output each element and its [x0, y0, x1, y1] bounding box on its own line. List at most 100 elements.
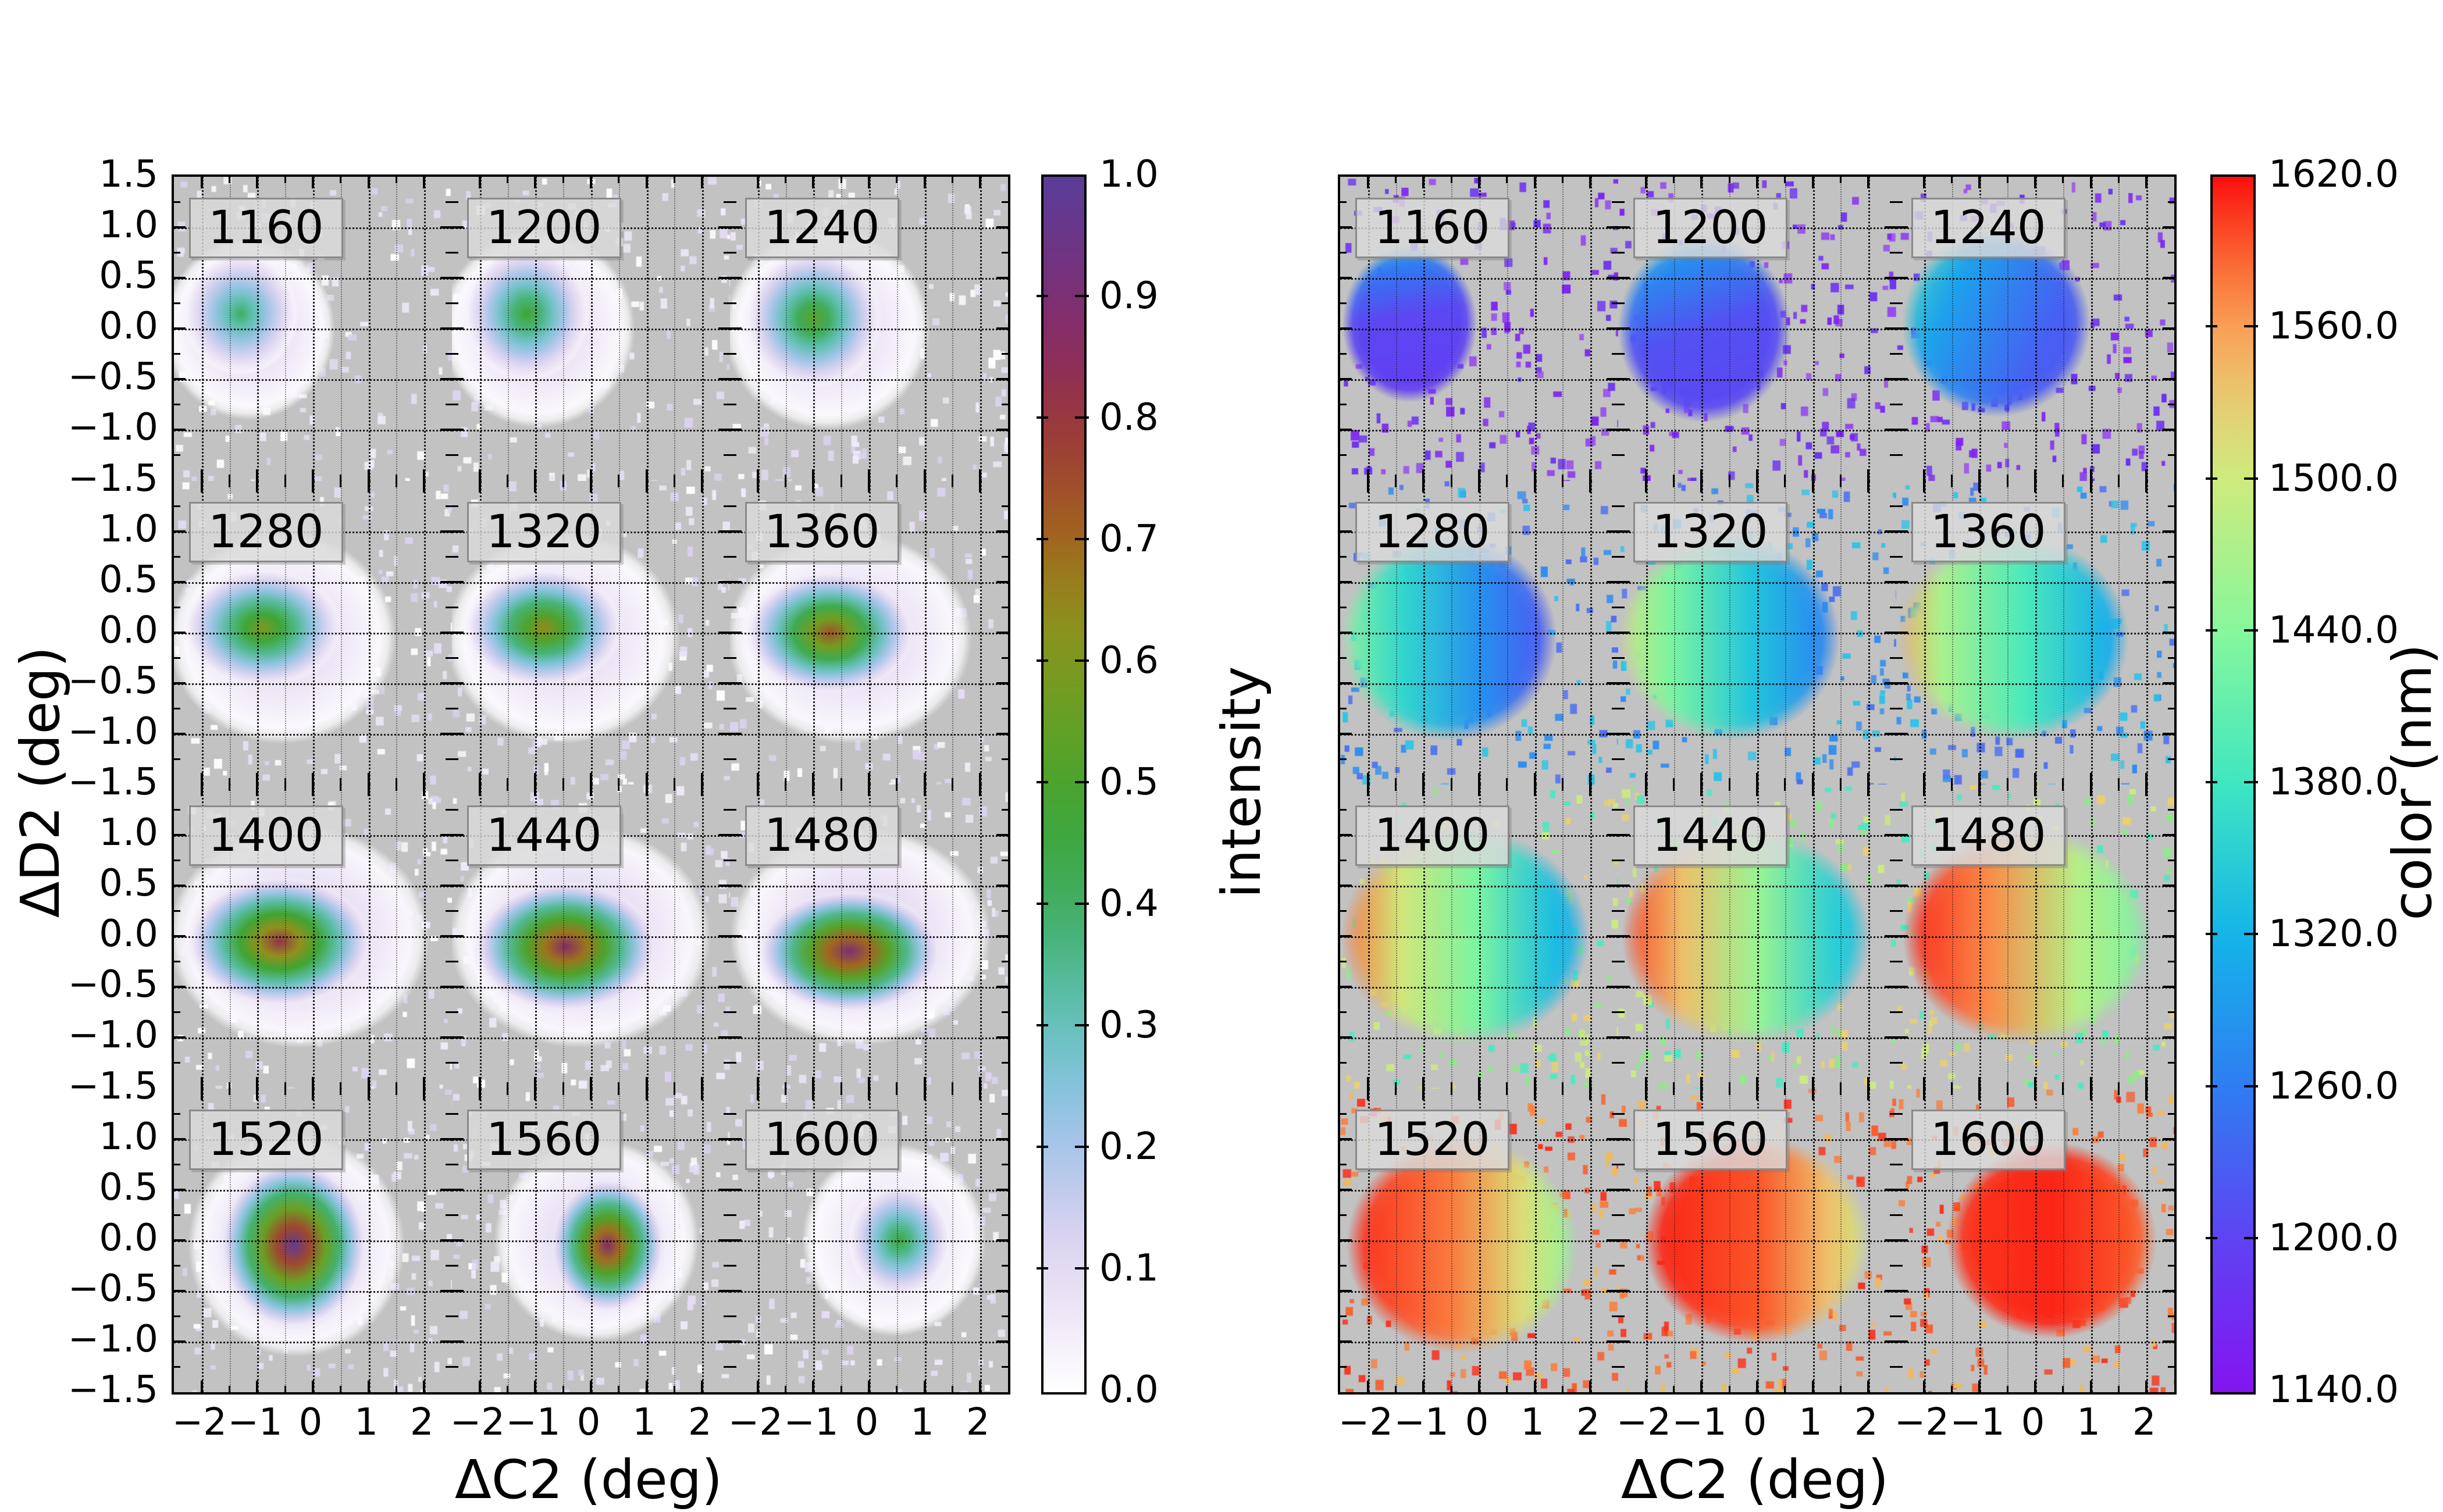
x-tick-label: 0 [1465, 1401, 1489, 1444]
colorbar-tick-label: 1560.0 [2268, 305, 2399, 348]
blob-color-map [1618, 232, 1794, 425]
x-tick-label: −2 [450, 1401, 505, 1444]
x-tick-label: −2 [1894, 1401, 1949, 1444]
blob-core [471, 879, 661, 1014]
x-tick-label: 1 [1520, 1401, 1544, 1444]
x-tick-label: 1 [632, 1401, 656, 1444]
colorbar-tick-label: 0.3 [1099, 1004, 1159, 1047]
x-axis-label-right: ΔC2 (deg) [1621, 1449, 1889, 1511]
x-tick-label: −1 [1950, 1401, 2005, 1444]
blob-color-map [1340, 531, 1560, 744]
subplot-label-1400: 1400 [189, 805, 343, 866]
y-tick-label: −0.5 [67, 1267, 158, 1310]
x-tick-label: 2 [1854, 1401, 1878, 1444]
y-tick-label: −1.0 [67, 406, 158, 450]
subplot-label-1200: 1200 [1633, 198, 1787, 258]
colorbar-tick-label: 0.8 [1099, 396, 1159, 439]
y-tick-label: 0.5 [99, 254, 158, 298]
y-tick-label: −0.5 [67, 355, 158, 399]
y-tick-label: −0.5 [67, 963, 158, 1007]
blob-color-map [1340, 243, 1479, 405]
subplot-color-1480: 1480 [1896, 784, 2174, 1090]
colorbar-tick-label: 1.0 [1099, 153, 1159, 196]
blob-core [185, 875, 375, 1008]
subplot-label-1600: 1600 [1911, 1109, 2065, 1170]
subplot-intensity-1240: 1240 [730, 177, 1008, 483]
x-tick-label: 0 [1743, 1401, 1767, 1444]
y-tick-label: −1.5 [67, 457, 158, 500]
subplot-intensity-1200: 1200 [452, 177, 732, 483]
x-tick-label: −1 [227, 1401, 283, 1444]
colorbar-tick-label: 1500.0 [2268, 457, 2399, 500]
x-tick-label: 1 [354, 1401, 378, 1444]
y-tick-label: −1.0 [67, 1014, 158, 1057]
blob-core [846, 1181, 953, 1299]
colorbar-tick-label: 1320.0 [2268, 912, 2399, 956]
y-tick-label: −1.0 [67, 1317, 158, 1361]
y-tick-label: 0.0 [99, 912, 158, 956]
subplot-label-1480: 1480 [745, 805, 899, 866]
subplot-label-1320: 1320 [1633, 501, 1787, 562]
subplot-label-1360: 1360 [1911, 501, 2065, 562]
subplot-label-1320: 1320 [467, 501, 621, 562]
x-tick-label: 0 [2021, 1401, 2045, 1444]
blob-color-map [1342, 1133, 1582, 1357]
subplot-label-1560: 1560 [467, 1109, 621, 1170]
x-tick-label: 2 [688, 1401, 712, 1444]
subplot-label-1440: 1440 [1633, 805, 1787, 866]
subplot-label-1520: 1520 [189, 1109, 343, 1170]
x-axis-label-left: ΔC2 (deg) [454, 1449, 723, 1511]
y-tick-label: 0.5 [99, 1165, 158, 1209]
subplot-intensity-1320: 1320 [452, 480, 732, 786]
y-tick-label: 0.0 [99, 1216, 158, 1260]
y-tick-label: −1.5 [67, 1368, 158, 1411]
colorbar-tick-label: 1380.0 [2268, 761, 2399, 804]
subplot-label-1280: 1280 [189, 501, 343, 562]
x-tick-label: 1 [1799, 1401, 1822, 1444]
subplot-label-1480: 1480 [1911, 805, 2065, 866]
colorbar-tick-label: 0.2 [1099, 1125, 1159, 1168]
colorbar-tick-label: 1140.0 [2268, 1368, 2399, 1411]
subplot-label-1520: 1520 [1355, 1109, 1509, 1170]
y-tick-label: 1.0 [99, 204, 158, 247]
subplot-label-1160: 1160 [1355, 198, 1509, 258]
y-tick-label: −1.5 [67, 761, 158, 804]
subplot-intensity-1600: 1600 [730, 1088, 1008, 1392]
x-tick-label: 2 [409, 1401, 434, 1444]
y-tick-label: 0.0 [99, 305, 158, 348]
blob-core [743, 247, 883, 390]
intensity-colorbar-label: intensity [1210, 666, 1273, 898]
subplot-intensity-1280: 1280 [174, 480, 454, 786]
subplot-color-1240: 1240 [1896, 177, 2174, 483]
blob-core [463, 566, 625, 689]
x-tick-label: 1 [910, 1401, 934, 1444]
subplot-label-1240: 1240 [745, 198, 899, 258]
y-tick-label: 1.5 [99, 153, 158, 196]
x-tick-label: 0 [576, 1401, 601, 1444]
subplot-label-1560: 1560 [1633, 1109, 1787, 1170]
y-tick-label: 0.5 [99, 558, 158, 601]
x-tick-label: 2 [966, 1401, 990, 1444]
y-tick-label: −0.5 [67, 659, 158, 702]
blob-core [182, 566, 344, 689]
subplot-intensity-1360: 1360 [730, 480, 1008, 786]
x-tick-label: 0 [298, 1401, 323, 1444]
colorbar-tick-label: 0.1 [1099, 1247, 1159, 1290]
subplot-intensity-1520: 1520 [174, 1088, 454, 1392]
intensity-colorbar [1041, 174, 1087, 1395]
subplot-color-1360: 1360 [1896, 480, 2174, 786]
subplot-intensity-1480: 1480 [730, 784, 1008, 1090]
x-tick-label: −2 [1338, 1401, 1393, 1444]
subplot-color-1440: 1440 [1618, 784, 1898, 1090]
blob-core [182, 251, 300, 377]
colorbar-tick-label: 1620.0 [2268, 153, 2399, 196]
y-axis-label: ΔD2 (deg) [9, 646, 72, 918]
y-tick-label: 0.5 [99, 862, 158, 905]
x-tick-label: −2 [1616, 1401, 1671, 1444]
subplot-color-1520: 1520 [1340, 1088, 1620, 1392]
subplot-intensity-1560: 1560 [452, 1088, 732, 1392]
subplot-label-1160: 1160 [189, 198, 343, 258]
y-tick-label: 1.0 [99, 507, 158, 551]
subplot-color-1600: 1600 [1896, 1088, 2174, 1392]
